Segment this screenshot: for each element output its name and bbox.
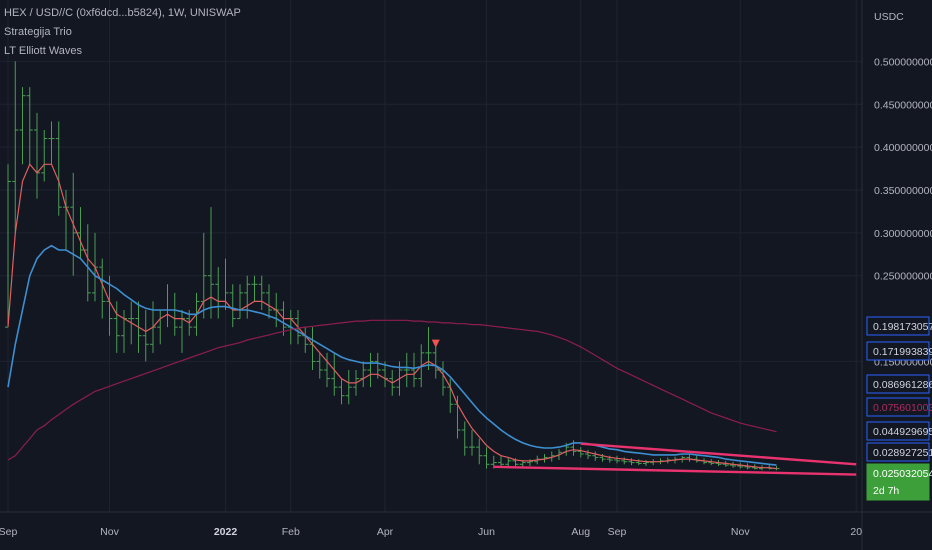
price-label: 0.0250320549 2d 7h [866,463,932,501]
ohlc-bar [48,121,55,165]
ohlc-bar [77,207,84,259]
svg-text:0.1719938391: 0.1719938391 [873,346,932,358]
x-tick-label: Nov [100,526,119,538]
ohlc-bar [19,87,26,165]
ohlc-bar [324,352,330,388]
ohlc-bar [41,130,48,182]
ohlc-bar [403,352,410,388]
ohlc-bar [84,224,91,302]
ohlc-bar [345,370,352,405]
ohlc-bar [527,459,533,466]
svg-text:0.0449296956: 0.0449296956 [873,426,932,438]
y-tick-label: 0.2500000000 [874,271,932,283]
x-tick-label: Feb [282,526,300,538]
price-label: 0.0449296956 [866,421,932,441]
symbol-title[interactable]: HEX / USD//C (0xf6dcd...b5824), 1W, UNIS… [4,7,241,19]
y-tick-label: 0.3000000000 [874,228,932,240]
y-tick-label: 0.4500000000 [874,99,932,111]
ohlc-bar [476,438,483,465]
x-tick-label: 20 [850,526,862,538]
ohlc-bar [55,121,62,216]
ohlc-bar [237,284,243,320]
svg-text:0.0250320549: 0.0250320549 [873,468,932,480]
y-tick-label: 0.4000000000 [874,142,932,154]
x-tick-label: Sep [0,526,17,538]
series-line-ema-fast [7,163,777,470]
y-tick-label: 0.3500000000 [874,185,932,197]
currency-label: USDC [874,11,904,23]
price-label: 0.0756010031 [866,397,932,417]
ohlc-bar [316,352,323,379]
x-tick-label: Apr [377,526,394,538]
trendline-upper[interactable] [580,442,857,466]
series-line-ema-slow [7,319,777,461]
ohlc-bar [461,421,468,456]
indicator-lt-elliott-waves[interactable]: LT Elliott Waves [4,45,83,57]
y-tick-label: 0.5000000000 [874,56,932,68]
ohlc-bar [258,275,265,310]
svg-text:0.1981730578: 0.1981730578 [873,321,932,333]
ohlc-bar [208,207,214,319]
ohlc-bar [142,310,149,362]
x-tick-label: Aug [571,526,590,538]
ohlc-bar [367,352,374,388]
price-label: 0.0869612869 [866,374,932,394]
trendline-lower[interactable] [493,465,857,476]
ohlc-bar [425,327,432,370]
svg-text:2d 7h: 2d 7h [873,485,899,497]
ohlc-bar [635,459,642,466]
ohlc-bar [411,352,417,388]
ohlc-bar [432,344,439,379]
ohlc-bar [585,449,591,460]
price-label: 0.0289272512 [866,442,932,462]
svg-text:0.0289272512: 0.0289272512 [873,447,932,459]
ohlc-bar [12,61,19,233]
ohlc-bar [643,460,649,466]
x-tick-label: 2022 [214,526,238,538]
ohlc-bar [614,455,620,464]
ohlc-bar [498,455,504,466]
ohlc-bar [99,258,106,319]
ohlc-bar [266,284,272,319]
ohlc-bar [229,284,236,328]
sell-signal-marker [431,339,440,348]
indicator-strategija-trio[interactable]: Strategija Trio [4,26,72,38]
x-tick-label: Nov [731,526,750,538]
x-tick-label: Jun [478,526,495,538]
ohlc-bar [113,301,120,353]
series-line-ema-mid [7,244,777,466]
ohlc-bar [331,352,338,396]
ohlc-bar [483,447,490,469]
ohlc-bar [338,378,345,405]
ohlc-bar [5,164,11,328]
ohlc-bar [251,275,258,302]
chart-legend: HEX / USD//C (0xf6dcd...b5824), 1W, UNIS… [4,4,241,61]
x-tick-label: Sep [608,526,627,538]
ohlc-bar [592,451,599,461]
price-label: 0.1719938391 [866,341,932,361]
price-label: 0.1981730578 [866,316,932,336]
ohlc-bar [505,457,512,467]
ohlc-bar [26,87,33,165]
ohlc-bar [490,455,497,469]
svg-text:0.0869612869: 0.0869612869 [873,379,932,391]
svg-text:0.0756010031: 0.0756010031 [873,402,932,414]
ohlc-bar [469,430,475,456]
ohlc-bar [244,275,251,319]
ohlc-bar [577,447,584,458]
